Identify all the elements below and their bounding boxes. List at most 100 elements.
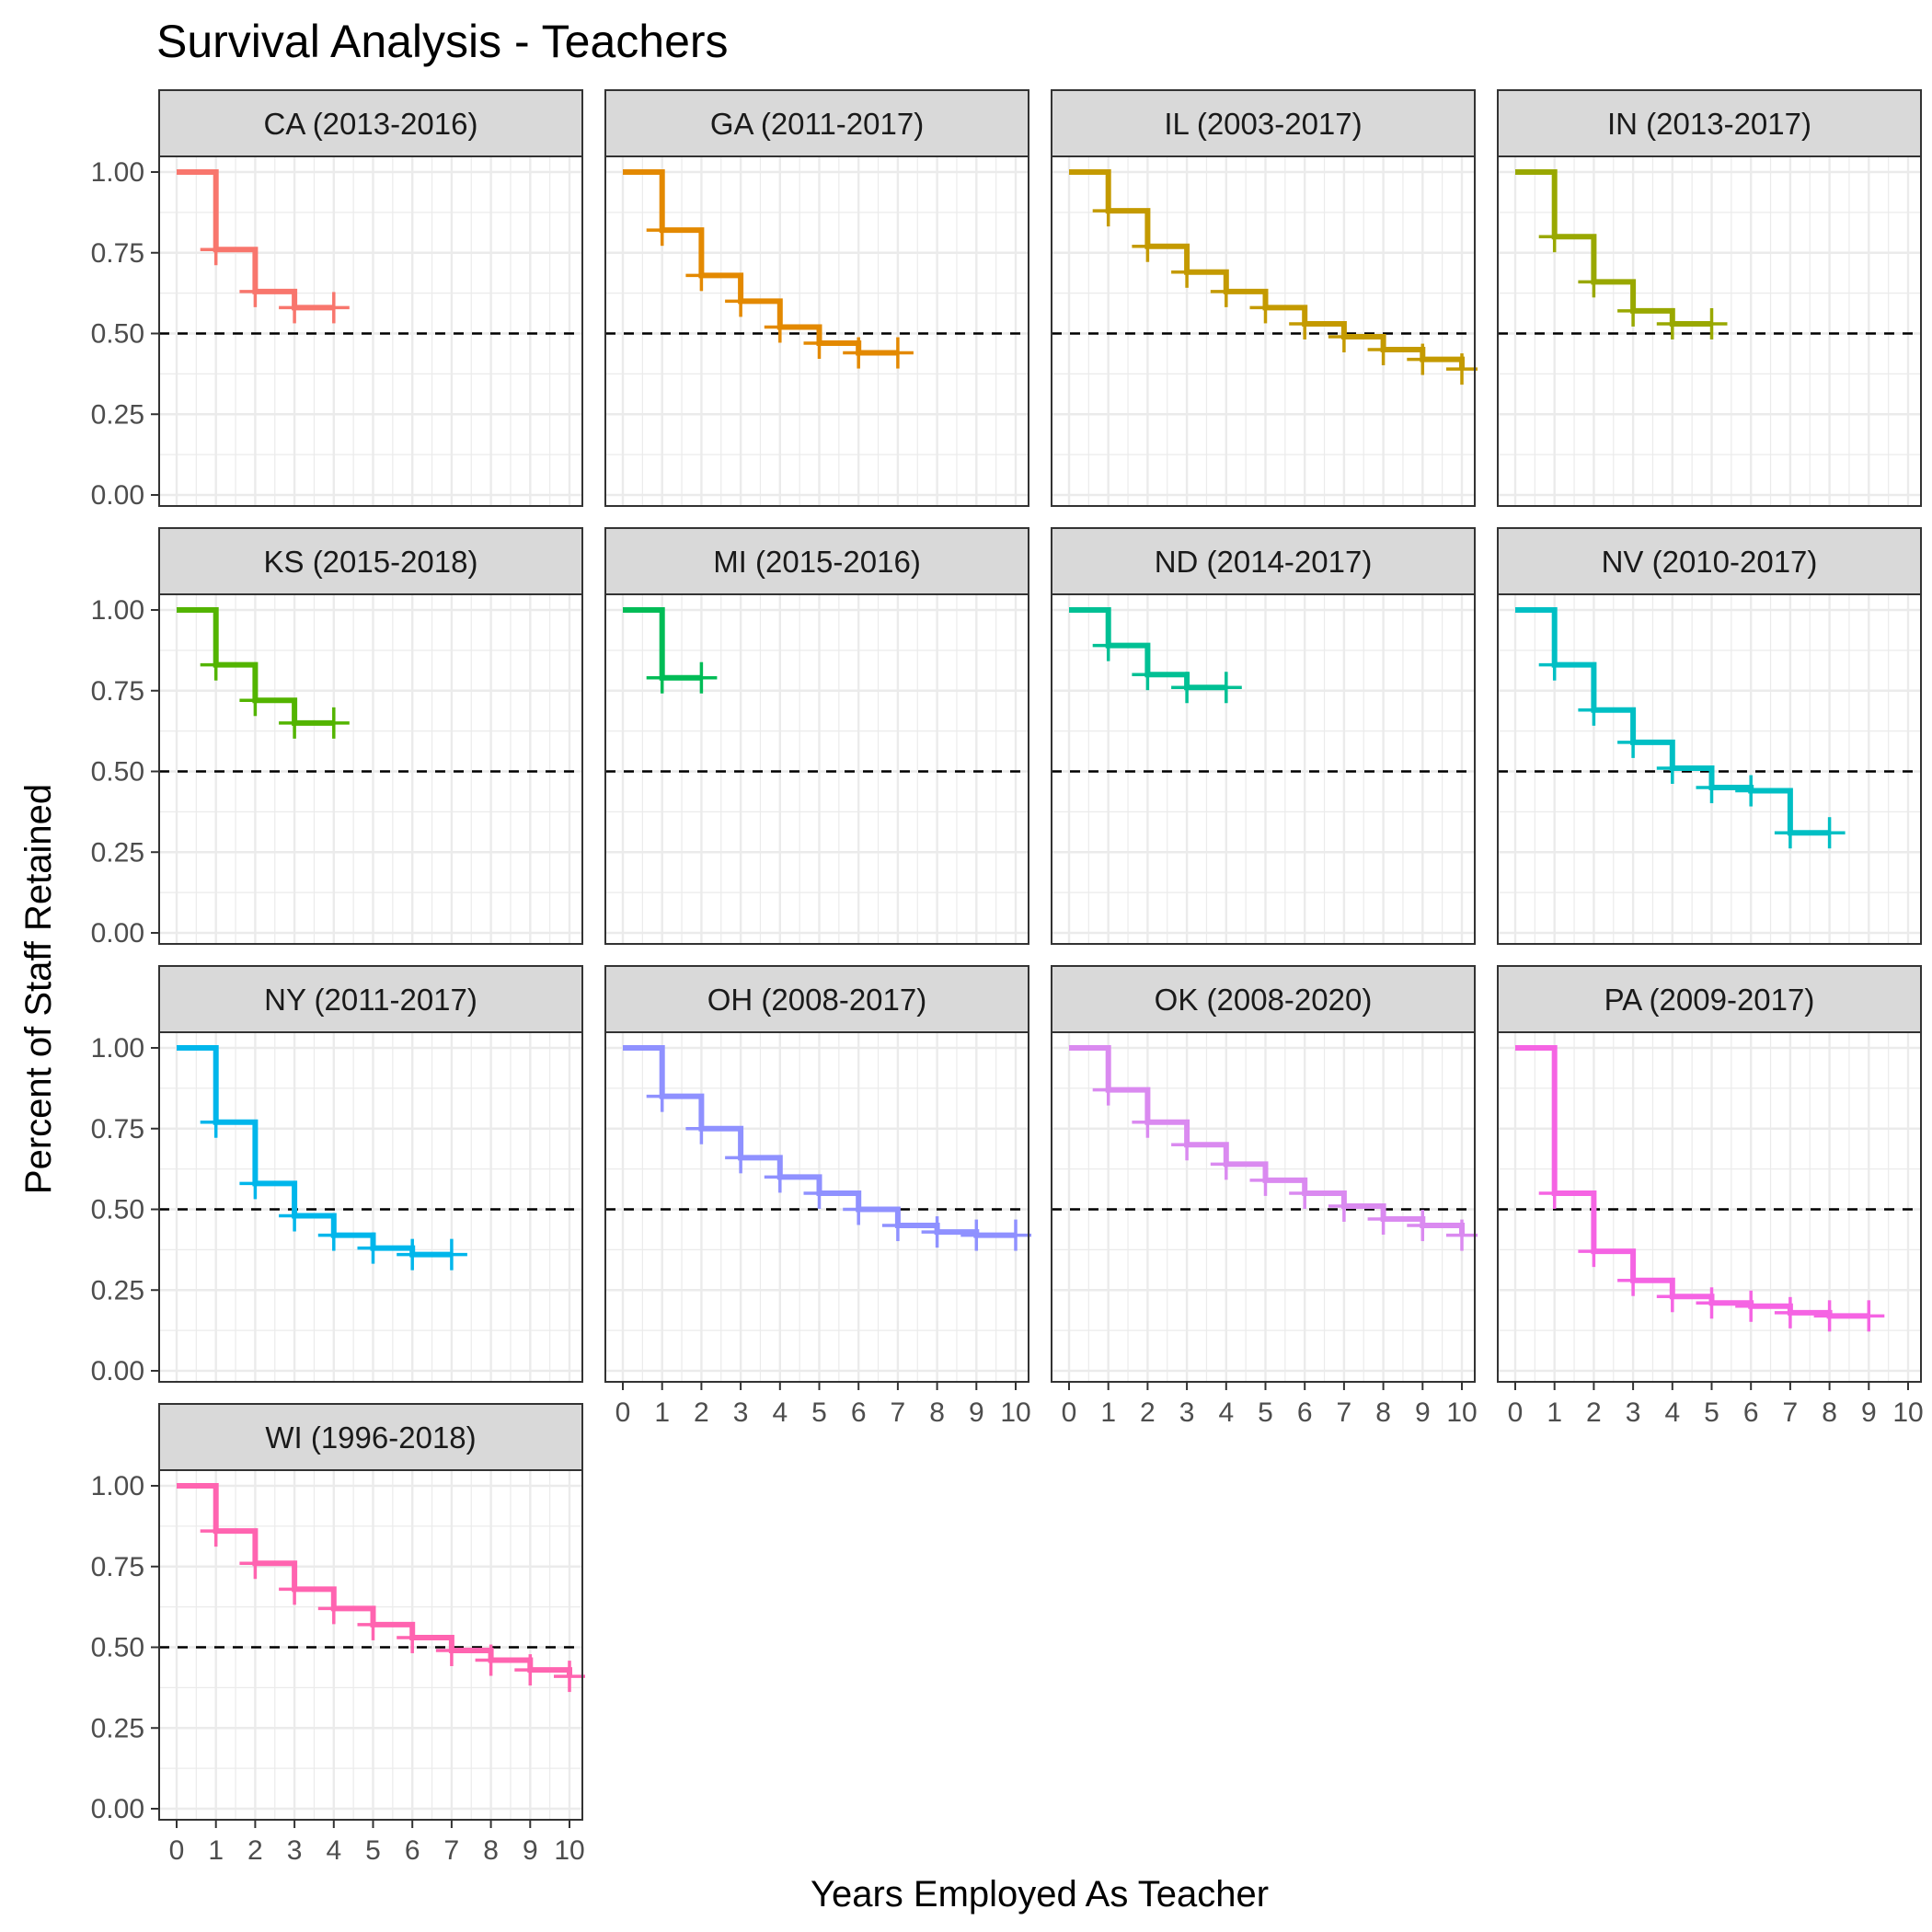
y-tick-label: 1.00 — [91, 157, 144, 188]
panel-border — [158, 593, 583, 945]
y-tick-label: 0.50 — [91, 319, 144, 350]
panel-background — [1052, 1032, 1475, 1382]
facet-panel: IN (2013-2017) — [1497, 89, 1922, 507]
y-tick-label: 0.75 — [91, 238, 144, 269]
panel-background — [1052, 594, 1475, 944]
panel-strip — [1051, 89, 1476, 157]
y-tick-label: 0.00 — [91, 480, 144, 511]
x-tick-label: 8 — [929, 1397, 945, 1428]
panel-strip-label: KS (2015-2018) — [264, 545, 478, 579]
x-tick-label: 7 — [1783, 1397, 1799, 1428]
x-tick-label: 6 — [1297, 1397, 1313, 1428]
facet-panel: CA (2013-2016) 0.00 0.25 0.50 0.75 1.00 — [91, 89, 583, 511]
x-tick-label: 0 — [1508, 1397, 1524, 1428]
x-tick-label: 6 — [1743, 1397, 1759, 1428]
panel-background — [159, 594, 582, 944]
y-tick-label: 0.00 — [91, 1794, 144, 1824]
y-tick-label: 0.25 — [91, 1713, 144, 1743]
panel-background — [605, 1032, 1029, 1382]
y-tick-label: 1.00 — [91, 1471, 144, 1501]
x-tick-label: 9 — [523, 1835, 538, 1866]
panel-background — [159, 1032, 582, 1382]
facet-panel: PA (2009-2017) 0 1 2 3 4 5 6 7 8 9 10 — [1497, 965, 1924, 1428]
panel-border — [1497, 1031, 1922, 1383]
panel-strip-label: ND (2014-2017) — [1155, 545, 1373, 579]
x-tick-label: 0 — [1062, 1397, 1077, 1428]
x-tick-label: 9 — [1415, 1397, 1431, 1428]
panel-strip — [604, 89, 1029, 157]
x-tick-label: 1 — [208, 1835, 224, 1866]
panel-strip-label: OH (2008-2017) — [707, 983, 926, 1017]
panel-strip-label: MI (2015-2016) — [713, 545, 921, 579]
x-tick-label: 10 — [1446, 1397, 1477, 1428]
x-tick-label: 10 — [1892, 1397, 1923, 1428]
x-tick-label: 3 — [1626, 1397, 1641, 1428]
x-tick-label: 3 — [287, 1835, 303, 1866]
panel-background — [1498, 156, 1921, 506]
y-tick-label: 0.25 — [91, 1275, 144, 1305]
panel-strip-label: NV (2010-2017) — [1602, 545, 1818, 579]
x-tick-label: 2 — [694, 1397, 709, 1428]
x-tick-label: 8 — [1375, 1397, 1391, 1428]
y-tick-label: 0.50 — [91, 757, 144, 788]
y-axis-title: Percent of Staff Retained — [18, 784, 59, 1194]
panel-border — [158, 1031, 583, 1383]
panel-strip — [158, 89, 583, 157]
x-tick-label: 5 — [1704, 1397, 1719, 1428]
facet-panel: IL (2003-2017) — [1051, 89, 1478, 507]
panel-border — [158, 1469, 583, 1821]
x-tick-label: 4 — [1664, 1397, 1680, 1428]
facet-panel: WI (1996-2018) 0.00 0.25 0.50 0.75 1.00 0 1 2 3 4 5… — [91, 1403, 585, 1866]
facet-panels: CA (2013-2016) 0.00 0.25 0.50 0.75 1.00 GA (20… — [91, 89, 1924, 1866]
facet-panel: MI (2015-2016) — [604, 527, 1029, 945]
panel-strip — [604, 965, 1029, 1033]
x-tick-label: 6 — [851, 1397, 867, 1428]
facet-panel: NV (2010-2017) — [1497, 527, 1922, 945]
panel-strip-label: IN (2013-2017) — [1607, 107, 1811, 141]
panel-border — [1051, 593, 1476, 945]
panel-strip — [1497, 527, 1922, 595]
panel-border — [604, 155, 1029, 507]
x-tick-label: 7 — [891, 1397, 906, 1428]
facet-panel: GA (2011-2017) — [604, 89, 1029, 507]
y-tick-label: 0.75 — [91, 1552, 144, 1582]
y-tick-label: 0.00 — [91, 1356, 144, 1386]
y-tick-label: 0.75 — [91, 676, 144, 707]
panel-border — [1497, 593, 1922, 945]
panel-border — [158, 155, 583, 507]
panel-background — [1052, 156, 1475, 506]
x-tick-label: 8 — [483, 1835, 499, 1866]
x-tick-label: 10 — [554, 1835, 584, 1866]
x-tick-label: 7 — [1337, 1397, 1352, 1428]
y-tick-label: 0.25 — [91, 399, 144, 430]
y-tick-label: 0.25 — [91, 837, 144, 868]
panel-background — [159, 1470, 582, 1820]
x-tick-label: 7 — [444, 1835, 460, 1866]
panel-strip — [158, 1403, 583, 1471]
panel-border — [1051, 1031, 1476, 1383]
panel-border — [1497, 155, 1922, 507]
panel-strip — [158, 965, 583, 1033]
x-tick-label: 1 — [1100, 1397, 1116, 1428]
x-tick-label: 5 — [365, 1835, 381, 1866]
panel-border — [604, 593, 1029, 945]
x-tick-label: 4 — [772, 1397, 788, 1428]
x-tick-label: 0 — [169, 1835, 185, 1866]
y-tick-label: 0.50 — [91, 1633, 144, 1663]
chart-title: Survival Analysis - Teachers — [156, 16, 729, 67]
panel-strip-label: PA (2009-2017) — [1604, 983, 1815, 1017]
panel-background — [605, 594, 1029, 944]
panel-strip-label: NY (2011-2017) — [264, 983, 477, 1017]
x-tick-label: 2 — [247, 1835, 263, 1866]
facet-panel: OK (2008-2020) 0 1 2 3 4 5 6 7 8 9 10 — [1051, 965, 1478, 1428]
facet-panel: ND (2014-2017) — [1051, 527, 1476, 945]
x-tick-label: 9 — [1861, 1397, 1877, 1428]
panel-background — [1498, 1032, 1921, 1382]
y-tick-label: 0.00 — [91, 918, 144, 949]
panel-background — [159, 156, 582, 506]
panel-strip-label: OK (2008-2020) — [1155, 983, 1373, 1017]
facet-panel: KS (2015-2018) 0.00 0.25 0.50 0.75 1.00 — [91, 527, 583, 949]
x-tick-label: 6 — [405, 1835, 420, 1866]
x-tick-label: 8 — [1822, 1397, 1837, 1428]
